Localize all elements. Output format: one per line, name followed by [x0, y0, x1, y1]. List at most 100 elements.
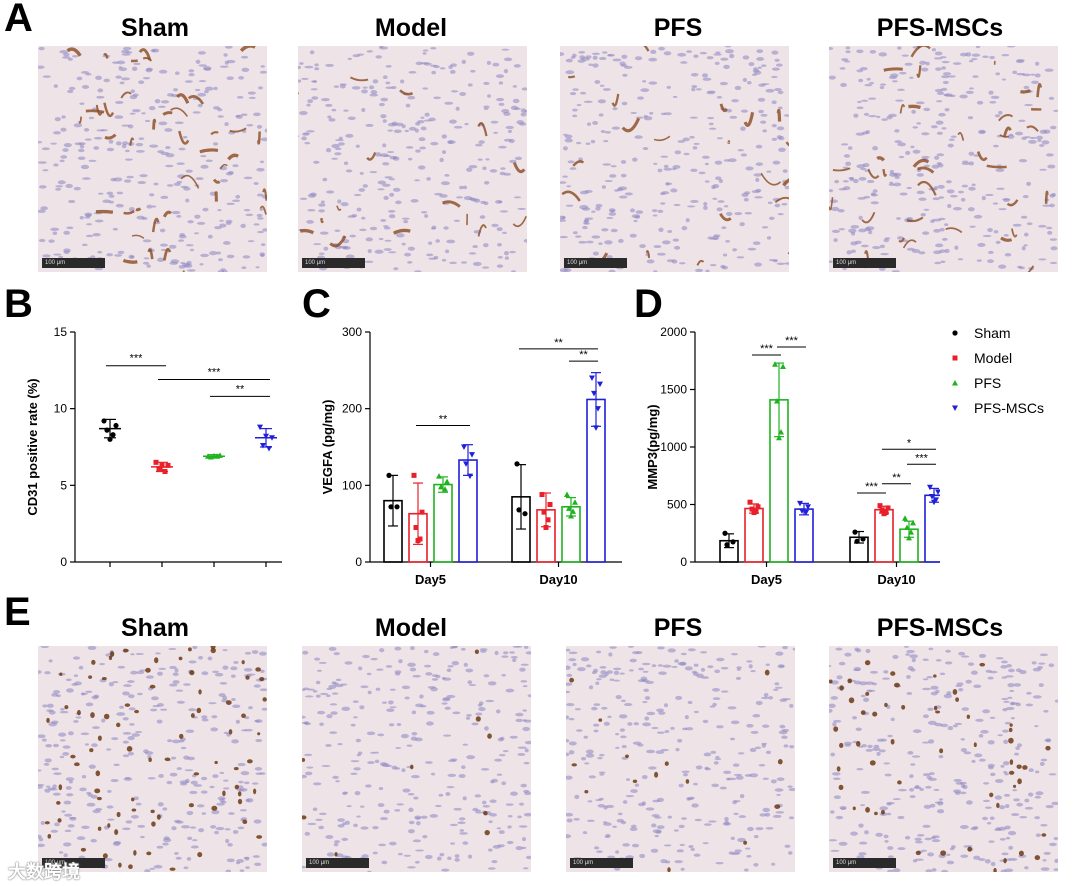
- nucleus: [477, 158, 483, 161]
- nucleus: [691, 84, 698, 89]
- nucleus: [244, 716, 250, 720]
- nucleus: [998, 110, 1003, 115]
- nucleus: [489, 169, 498, 173]
- nucleus: [225, 838, 230, 844]
- nucleus: [864, 830, 869, 835]
- nucleus: [742, 55, 750, 60]
- vessel: [906, 216, 924, 223]
- nucleus: [915, 101, 925, 105]
- nucleus: [333, 842, 339, 847]
- data-point: [211, 452, 217, 459]
- nucleus: [158, 69, 168, 74]
- nucleus: [890, 717, 895, 722]
- nucleus: [761, 83, 770, 86]
- nucleus: [1012, 223, 1022, 227]
- nucleus: [135, 802, 142, 806]
- vessel: [135, 207, 142, 212]
- nucleus: [1054, 858, 1058, 864]
- nucleus: [480, 768, 490, 771]
- micrograph-a-pfs: 100 μm: [560, 46, 789, 272]
- nucleus: [201, 718, 209, 722]
- vessel: [199, 148, 219, 154]
- nucleus: [776, 777, 785, 782]
- nucleus: [523, 789, 530, 793]
- nucleus: [660, 202, 666, 205]
- nucleus: [961, 707, 970, 711]
- nucleus: [76, 76, 83, 81]
- nucleus: [987, 250, 994, 254]
- nucleus: [486, 60, 492, 65]
- nucleus: [64, 829, 72, 833]
- nucleus: [385, 665, 393, 668]
- nucleus: [380, 97, 389, 102]
- nucleus: [44, 758, 52, 763]
- nucleus: [935, 120, 944, 125]
- nucleus: [94, 219, 104, 223]
- nucleus: [299, 62, 304, 65]
- nucleus: [586, 819, 595, 822]
- nucleus: [762, 777, 769, 780]
- nucleus: [310, 192, 317, 197]
- nucleus: [644, 716, 650, 721]
- nucleus: [352, 700, 359, 703]
- nucleus: [241, 729, 247, 732]
- vessel: [477, 224, 487, 237]
- nucleus: [715, 176, 722, 181]
- nucleus: [202, 207, 209, 212]
- nucleus: [591, 210, 596, 213]
- nucleus: [975, 718, 984, 722]
- nucleus: [691, 87, 696, 92]
- nucleus: [1051, 801, 1058, 806]
- nucleus: [261, 707, 267, 711]
- nucleus: [183, 263, 193, 268]
- nucleus: [1001, 53, 1010, 57]
- nucleus: [374, 249, 384, 254]
- nucleus: [777, 664, 785, 669]
- nucleus: [43, 762, 50, 766]
- nucleus: [454, 854, 460, 858]
- nucleus: [743, 197, 749, 202]
- nucleus: [100, 129, 108, 132]
- nucleus: [994, 795, 1002, 800]
- chart-d: 0 500 1000 1500 2000 MMP3(pg/mg) Day5 Day10 *** *…: [640, 320, 960, 592]
- nucleus: [85, 234, 94, 238]
- nucleus: [520, 783, 527, 788]
- nucleus: [987, 676, 994, 680]
- nucleus: [753, 173, 763, 177]
- stained-nucleus: [487, 733, 492, 739]
- nucleus: [852, 715, 858, 720]
- nucleus: [430, 687, 438, 692]
- nucleus: [222, 240, 231, 245]
- nucleus: [856, 855, 865, 859]
- nucleus: [699, 51, 707, 55]
- stained-nucleus: [101, 677, 107, 681]
- nucleus: [944, 107, 950, 112]
- nucleus: [837, 209, 845, 213]
- stained-nucleus: [989, 792, 994, 798]
- nucleus: [462, 796, 467, 801]
- nucleus: [860, 167, 867, 171]
- nucleus: [663, 164, 669, 168]
- nucleus: [405, 146, 414, 149]
- stained-nucleus: [148, 757, 152, 762]
- nucleus: [662, 664, 672, 668]
- nucleus: [337, 824, 345, 828]
- nucleus: [961, 184, 969, 188]
- nucleus: [142, 261, 150, 265]
- nucleus: [758, 109, 764, 114]
- nucleus: [418, 137, 426, 142]
- nucleus: [766, 236, 772, 240]
- stained-nucleus: [838, 784, 844, 791]
- nucleus: [630, 111, 638, 114]
- nucleus: [123, 777, 133, 781]
- y-axis-label: VEGFA (pg/mg): [320, 400, 335, 495]
- nucleus: [998, 805, 1006, 810]
- nucleus: [1040, 823, 1048, 827]
- nucleus: [132, 93, 139, 97]
- nucleus: [53, 772, 62, 776]
- vessel: [329, 235, 347, 248]
- nucleus: [480, 200, 486, 204]
- stained-nucleus: [829, 679, 833, 684]
- nucleus: [843, 60, 851, 63]
- nucleus: [256, 213, 263, 218]
